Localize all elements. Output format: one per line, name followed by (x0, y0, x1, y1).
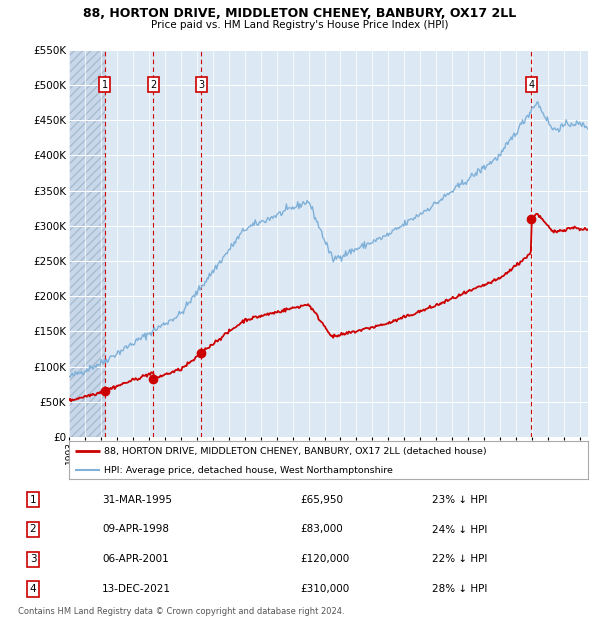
Text: 4: 4 (529, 80, 535, 90)
Text: 1: 1 (102, 80, 108, 90)
Text: £65,950: £65,950 (300, 495, 343, 505)
Text: 3: 3 (198, 80, 204, 90)
Text: 13-DEC-2021: 13-DEC-2021 (102, 584, 171, 594)
Text: £310,000: £310,000 (300, 584, 349, 594)
Text: 31-MAR-1995: 31-MAR-1995 (102, 495, 172, 505)
Text: Contains HM Land Registry data © Crown copyright and database right 2024.: Contains HM Land Registry data © Crown c… (18, 607, 344, 616)
Text: 09-APR-1998: 09-APR-1998 (102, 525, 169, 534)
Text: £83,000: £83,000 (300, 525, 343, 534)
Bar (69, 50, 105, 437)
Text: 4: 4 (29, 584, 37, 594)
Text: 28% ↓ HPI: 28% ↓ HPI (432, 584, 487, 594)
Bar (69, 50, 105, 437)
Text: 88, HORTON DRIVE, MIDDLETON CHENEY, BANBURY, OX17 2LL (detached house): 88, HORTON DRIVE, MIDDLETON CHENEY, BANB… (104, 447, 487, 456)
Text: 06-APR-2001: 06-APR-2001 (102, 554, 169, 564)
Text: 23% ↓ HPI: 23% ↓ HPI (432, 495, 487, 505)
Text: HPI: Average price, detached house, West Northamptonshire: HPI: Average price, detached house, West… (104, 466, 393, 474)
Text: 3: 3 (29, 554, 37, 564)
Text: 24% ↓ HPI: 24% ↓ HPI (432, 525, 487, 534)
Text: £120,000: £120,000 (300, 554, 349, 564)
Text: 22% ↓ HPI: 22% ↓ HPI (432, 554, 487, 564)
Text: 88, HORTON DRIVE, MIDDLETON CHENEY, BANBURY, OX17 2LL: 88, HORTON DRIVE, MIDDLETON CHENEY, BANB… (83, 7, 517, 20)
Text: 2: 2 (150, 80, 157, 90)
Text: 2: 2 (29, 525, 37, 534)
Text: Price paid vs. HM Land Registry's House Price Index (HPI): Price paid vs. HM Land Registry's House … (151, 20, 449, 30)
Text: 1: 1 (29, 495, 37, 505)
